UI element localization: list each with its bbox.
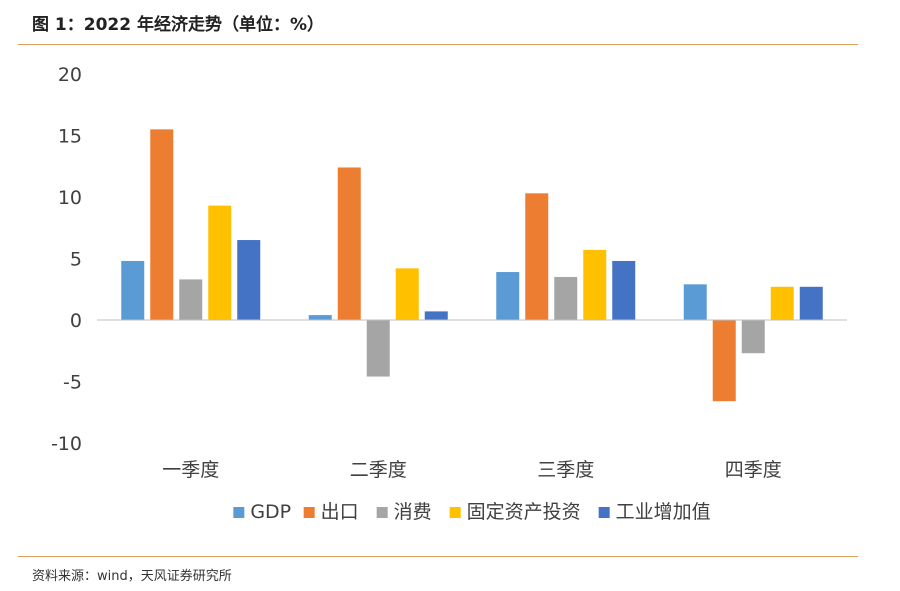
legend-swatch [233, 507, 245, 518]
legend-swatch [303, 507, 315, 518]
bar [208, 205, 232, 320]
bar [496, 272, 520, 320]
top-divider [18, 44, 858, 45]
x-category-label: 三季度 [537, 459, 594, 481]
legend-label: 工业增加值 [616, 501, 711, 523]
bar [583, 249, 607, 320]
x-category-label: 四季度 [725, 459, 782, 481]
bar [770, 286, 794, 320]
y-tick-label: 10 [58, 187, 82, 209]
y-tick-label: 0 [70, 310, 82, 332]
legend-label: 消费 [394, 501, 432, 523]
bar [525, 193, 549, 320]
x-axis-category-labels: 一季度 二季度 三季度 四季度 [162, 459, 782, 481]
legend-swatch [376, 507, 388, 518]
legend-label: 固定资产投资 [467, 501, 581, 523]
bar [741, 320, 765, 354]
bar [150, 129, 174, 320]
chart-legend: GDP 出口 消费 固定资产投资 工业增加值 [233, 501, 711, 523]
bar [554, 276, 578, 320]
legend-swatch [598, 507, 610, 518]
bar [366, 320, 390, 377]
y-tick-label: 15 [58, 126, 82, 148]
source-note: 资料来源：wind，天风证券研究所 [32, 569, 232, 584]
legend-swatch [449, 507, 461, 518]
y-tick-label: -10 [51, 433, 82, 455]
bar [395, 268, 419, 320]
bar [712, 320, 736, 402]
y-axis-tick-labels: 20 15 10 5 0 -5 -10 [51, 64, 82, 455]
bar [424, 311, 448, 320]
x-category-label: 二季度 [350, 459, 407, 481]
bar [612, 260, 636, 320]
bar [121, 260, 145, 320]
bar [308, 315, 332, 320]
y-tick-label: -5 [63, 372, 82, 394]
x-category-label: 一季度 [162, 459, 219, 481]
y-tick-label: 20 [58, 64, 82, 86]
bar [179, 279, 203, 320]
bar-chart: 20 15 10 5 0 -5 -10 一季度 二季度 三季度 四季度 GDP 出口 消费 固定资产投资… [51, 64, 847, 523]
bottom-divider [18, 556, 858, 557]
chart-bars [121, 129, 823, 402]
legend-label: 出口 [321, 501, 359, 523]
bar [799, 286, 823, 320]
bar [683, 284, 707, 320]
legend-label: GDP [250, 501, 291, 523]
y-tick-label: 5 [70, 249, 82, 271]
bar [337, 167, 361, 320]
figure-title: 图 1：2022 年经济走势（单位：%） [32, 15, 325, 35]
bar [237, 240, 261, 320]
